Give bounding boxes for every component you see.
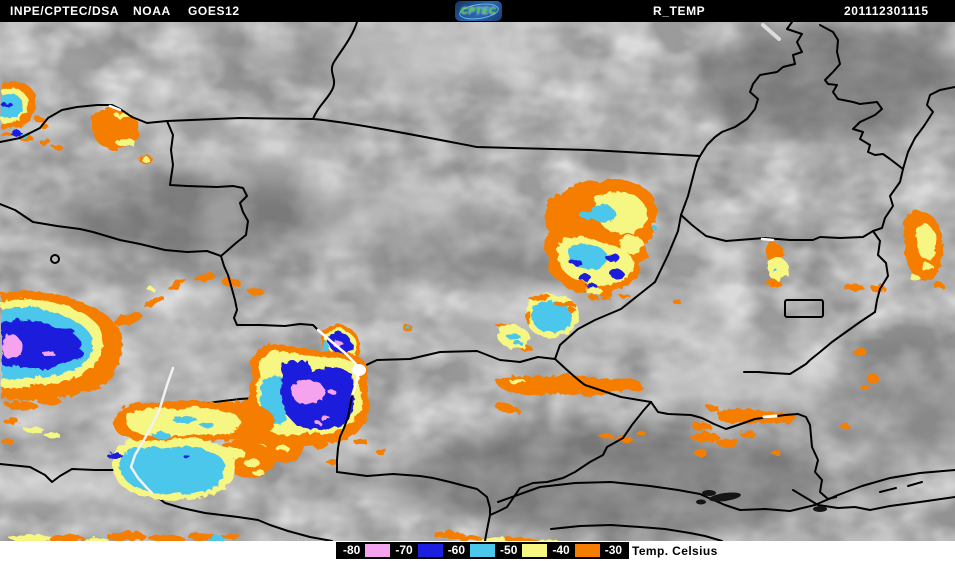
legend-color-swatch: [365, 544, 391, 557]
legend-color-swatch: [470, 544, 496, 557]
legend-color-swatch: [522, 544, 548, 557]
satellite-infrared-map: [0, 22, 955, 541]
lake-outline: [50, 254, 60, 264]
header-bar: INPE/CPTEC/DSA NOAA GOES12 CPTEC R_TEMP …: [0, 0, 955, 22]
satellite-label: GOES12: [188, 4, 240, 18]
legend-tick-label: -60: [447, 543, 466, 557]
legend-box: -80 -70 -60 -50 -40 -30: [336, 542, 630, 559]
logo-text: CPTEC: [460, 5, 497, 17]
legend-units-label: Temp. Celsius: [632, 544, 718, 558]
legend-tick-label: -40: [552, 543, 570, 557]
legend-tick-label: -50: [500, 543, 518, 557]
agency-label: NOAA: [133, 4, 171, 18]
legend-color-swatch: [574, 544, 600, 557]
product-label: R_TEMP: [653, 4, 706, 18]
institution-label: INPE/CPTEC/DSA: [10, 4, 120, 18]
legend-tick-label: -30: [604, 543, 623, 557]
reservoir-outline: [784, 299, 824, 318]
legend-tick-label: -80: [343, 543, 361, 557]
cptec-logo: CPTEC: [455, 1, 502, 21]
storm-center: [246, 323, 368, 445]
surface-features: [50, 23, 827, 512]
storm-west: [0, 289, 121, 443]
timestamp-label: 201112301115: [844, 4, 929, 18]
legend-tick-label: -70: [395, 543, 413, 557]
legend-color-swatch: [417, 544, 443, 557]
country-state-borders: [0, 22, 955, 541]
borders-over-storms: [108, 104, 778, 495]
legend-bar: -80 -70 -60 -50 -40 -30 Temp. Celsius: [0, 541, 955, 561]
contrail-streak: [761, 23, 781, 41]
deep-convection-storms: [0, 289, 368, 499]
